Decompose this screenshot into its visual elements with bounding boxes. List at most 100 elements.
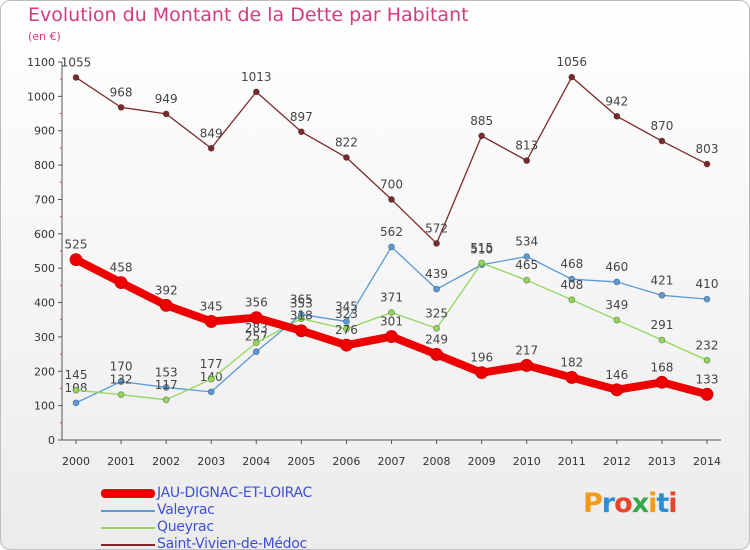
data-label: 392: [155, 283, 178, 297]
data-point: [252, 348, 260, 356]
data-point: [207, 375, 215, 383]
logo-letter: i: [648, 488, 657, 519]
data-label: 1013: [241, 70, 272, 84]
data-label: 170: [110, 360, 133, 374]
series-queyrac: 145 132 117 177 283 353 323 371 325 515 465 408 349 2…: [65, 241, 719, 404]
data-point: [658, 137, 666, 145]
data-label: 249: [425, 332, 448, 346]
logo-letter: x: [631, 488, 649, 519]
data-label: 325: [425, 306, 448, 320]
data-point: [613, 316, 621, 324]
data-label: 145: [65, 368, 88, 382]
data-label: 291: [650, 318, 673, 332]
legend-swatch: [101, 544, 155, 546]
y-tick-label: 300: [34, 331, 55, 344]
data-point: [523, 276, 531, 284]
data-label: 283: [245, 321, 268, 335]
data-point: [388, 196, 395, 203]
data-point: [703, 356, 711, 364]
data-label: 318: [290, 309, 313, 323]
data-point: [385, 330, 398, 343]
data-point: [69, 253, 83, 266]
data-label: 822: [335, 136, 358, 150]
data-point: [162, 384, 170, 391]
data-point: [297, 128, 305, 136]
data-point: [523, 157, 531, 165]
data-label: 349: [605, 298, 628, 312]
data-label: 1055: [61, 55, 92, 69]
data-point: [610, 383, 624, 397]
data-point: [520, 359, 534, 372]
data-label: 460: [605, 260, 628, 274]
data-point: [700, 387, 714, 401]
y-tick-label: 1000: [27, 90, 55, 103]
data-point: [159, 298, 173, 312]
logo-letter: P: [583, 488, 603, 519]
data-label: 177: [200, 357, 223, 371]
x-tick-label: 2000: [62, 455, 90, 468]
data-point: [343, 325, 350, 333]
data-label: 942: [605, 94, 628, 108]
y-tick-label: 1100: [27, 56, 55, 69]
data-point: [655, 375, 669, 389]
data-point: [658, 336, 666, 344]
data-label: 146: [605, 368, 628, 382]
data-label: 510: [470, 243, 493, 257]
data-label: 408: [560, 278, 583, 292]
legend-swatch: [101, 527, 155, 529]
data-label: 439: [425, 267, 448, 281]
data-point: [388, 309, 395, 316]
y-tick-label: 200: [34, 365, 55, 378]
logo-letter: r: [601, 488, 615, 519]
data-point: [478, 259, 486, 267]
x-tick-label: 2011: [558, 455, 586, 468]
data-point: [249, 311, 263, 325]
data-label: 803: [696, 142, 719, 156]
data-label: 897: [290, 110, 313, 124]
data-point: [72, 399, 80, 407]
proxiti-logo: Proxiti: [583, 488, 678, 519]
series-saint-vivien-de-medoc: 1055 968 949 849 1013 897 822 700 572 885 813 1056 9…: [61, 55, 719, 247]
data-label: 949: [155, 92, 178, 106]
data-point: [72, 74, 80, 81]
legend-label: Queyrac: [157, 519, 214, 535]
y-tick-label: 900: [34, 125, 55, 138]
logo-letter: t: [656, 488, 669, 519]
data-point: [117, 103, 125, 111]
data-point: [207, 388, 215, 396]
data-label: 232: [696, 338, 719, 352]
data-point: [613, 278, 621, 286]
data-label: 356: [245, 296, 268, 310]
data-point: [297, 315, 305, 323]
data-label: 870: [650, 119, 673, 133]
data-label: 885: [470, 114, 493, 128]
data-label: 117: [155, 378, 178, 392]
data-label: 813: [515, 139, 538, 153]
data-label: 133: [696, 372, 719, 386]
data-label: 168: [650, 360, 673, 374]
data-point: [340, 338, 353, 352]
logo-letter: o: [614, 488, 633, 519]
data-point: [343, 318, 350, 325]
x-tick-label: 2010: [513, 455, 541, 468]
x-tick-label: 2012: [603, 455, 631, 468]
logo-letter: i: [668, 488, 677, 519]
data-label: 458: [110, 261, 133, 275]
data-label: 534: [515, 234, 538, 248]
series-valeyrac: 1081701531402573653455624395105344684604…: [65, 225, 718, 407]
data-label: 968: [110, 85, 133, 99]
data-point: [388, 243, 395, 251]
data-point: [523, 253, 531, 260]
data-label: 525: [65, 238, 88, 252]
y-tick-label: 100: [34, 400, 55, 413]
data-label: 182: [560, 355, 583, 369]
y-tick-label: 800: [34, 159, 55, 172]
data-label: 345: [200, 299, 223, 313]
data-label: 562: [380, 225, 403, 239]
y-tick-label: 500: [34, 262, 55, 275]
data-point: [568, 296, 576, 304]
data-point: [343, 154, 350, 161]
legend-label: Saint-Vivien-de-Médoc: [157, 536, 307, 550]
x-tick-label: 2004: [242, 455, 270, 468]
